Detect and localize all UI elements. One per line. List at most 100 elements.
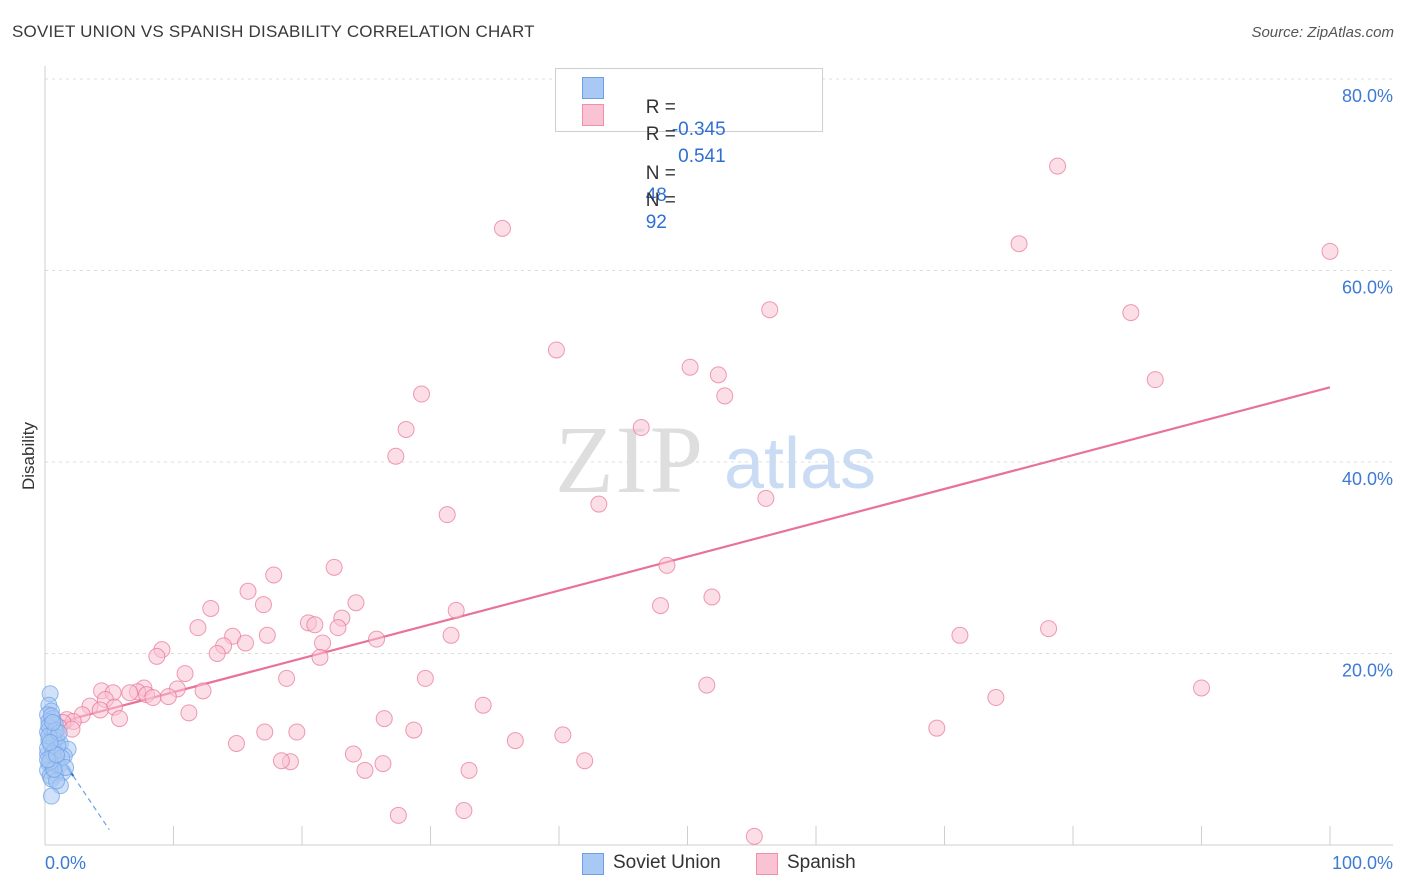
point-spanish — [356, 761, 374, 779]
trend-line-spanish — [51, 386, 1331, 726]
point-spanish — [387, 447, 405, 465]
point-spanish — [208, 645, 226, 662]
point-spanish — [658, 556, 676, 574]
point-spanish — [227, 735, 245, 753]
point-spanish — [1321, 242, 1339, 260]
point-spanish — [716, 387, 734, 405]
legend-n-value-soviet-union: 48 — [645, 185, 667, 206]
y-tick-label: 20.0% — [1342, 661, 1393, 681]
point-spanish — [632, 419, 650, 437]
point-spanish — [144, 689, 162, 707]
bottom-legend-swatch-soviet-union — [582, 853, 604, 875]
point-spanish — [278, 669, 296, 687]
legend-n-value-spanish: 92 — [645, 212, 667, 233]
point-spanish — [176, 665, 194, 683]
point-spanish — [254, 596, 272, 614]
legend-r-value-soviet-union: -0.345 — [671, 119, 726, 140]
point-spanish — [681, 358, 699, 376]
legend-r-label: R = — [645, 124, 676, 145]
point-spanish — [272, 752, 290, 770]
point-spanish — [189, 619, 207, 637]
y-tick-label: 40.0% — [1342, 469, 1393, 489]
point-spanish — [1049, 157, 1067, 175]
legend-r-value-spanish: 0.541 — [678, 146, 726, 167]
point-spanish — [91, 701, 109, 719]
point-spanish — [288, 723, 306, 741]
point-soviet-union — [44, 713, 62, 731]
point-spanish — [1193, 679, 1210, 697]
legend-n-label: N = — [645, 163, 676, 184]
point-spanish — [951, 626, 969, 644]
point-spanish — [329, 619, 347, 637]
point-spanish — [239, 582, 257, 600]
point-spanish — [1040, 620, 1058, 638]
point-spanish — [493, 219, 511, 237]
point-spanish — [928, 719, 946, 737]
point-spanish — [314, 634, 332, 652]
point-spanish — [180, 704, 198, 722]
point-spanish — [1010, 235, 1028, 253]
point-spanish — [474, 696, 492, 714]
point-soviet-union — [41, 734, 59, 752]
point-spanish — [757, 489, 775, 507]
point-spanish — [405, 721, 423, 739]
point-spanish — [506, 732, 524, 750]
point-spanish — [389, 806, 407, 824]
point-spanish — [256, 723, 274, 741]
point-spanish — [987, 689, 1005, 707]
point-spanish — [375, 710, 393, 728]
point-spanish — [460, 761, 478, 779]
point-spanish — [236, 634, 254, 652]
point-spanish — [442, 626, 460, 644]
chart-title: SOVIET UNION VS SPANISH DISABILITY CORRE… — [12, 22, 535, 41]
point-spanish — [347, 594, 365, 612]
tick-labels: 20.0% 40.0% 60.0% 80.0% 0.0% 100.0% — [45, 86, 1393, 873]
data-points — [39, 157, 1339, 845]
legend-n-label: N = — [645, 190, 676, 211]
point-spanish — [698, 676, 716, 694]
point-spanish — [1122, 304, 1140, 322]
point-spanish — [159, 688, 177, 706]
point-spanish — [311, 648, 329, 666]
correlation-legend: R = -0.345 N = 48 R = 0.541 N = 92 — [555, 68, 823, 233]
point-spanish — [652, 597, 670, 615]
point-soviet-union — [42, 787, 60, 805]
point-spanish — [703, 588, 721, 606]
point-spanish — [438, 506, 456, 524]
point-spanish — [265, 566, 283, 584]
point-spanish — [325, 558, 343, 576]
bottom-legend-spanish: Spanish — [787, 852, 856, 873]
point-spanish — [554, 726, 572, 744]
trend-line-soviet-union-extension — [72, 775, 110, 831]
legend-r-label: R = — [645, 97, 676, 118]
point-spanish — [547, 341, 565, 359]
point-spanish — [761, 301, 779, 319]
x-tick-label: 100.0% — [1332, 853, 1393, 873]
point-spanish — [590, 495, 608, 513]
legend-swatch-soviet-union — [582, 77, 604, 99]
bottom-legend-swatch-spanish — [756, 853, 778, 875]
point-spanish — [397, 420, 415, 438]
point-spanish — [258, 626, 276, 644]
y-axis-label: Disability — [19, 421, 38, 490]
point-spanish — [576, 752, 594, 770]
y-tick-label: 60.0% — [1342, 278, 1393, 298]
point-spanish — [368, 630, 386, 648]
bottom-legend-soviet-union: Soviet Union — [613, 852, 721, 873]
point-spanish — [148, 647, 166, 665]
point-spanish — [413, 385, 431, 403]
point-spanish — [306, 616, 324, 634]
y-tick-label: 80.0% — [1342, 86, 1393, 106]
point-spanish — [709, 366, 727, 384]
point-spanish — [455, 802, 473, 820]
point-spanish — [202, 599, 220, 617]
watermark-atlas: atlas — [724, 424, 876, 504]
legend-swatch-spanish — [582, 104, 604, 126]
x-tick-label: 0.0% — [45, 853, 86, 873]
source-credit: Source: ZipAtlas.com — [1251, 24, 1394, 41]
point-spanish — [121, 684, 139, 702]
point-spanish — [111, 710, 129, 728]
point-spanish — [194, 682, 212, 700]
point-spanish — [344, 745, 362, 763]
